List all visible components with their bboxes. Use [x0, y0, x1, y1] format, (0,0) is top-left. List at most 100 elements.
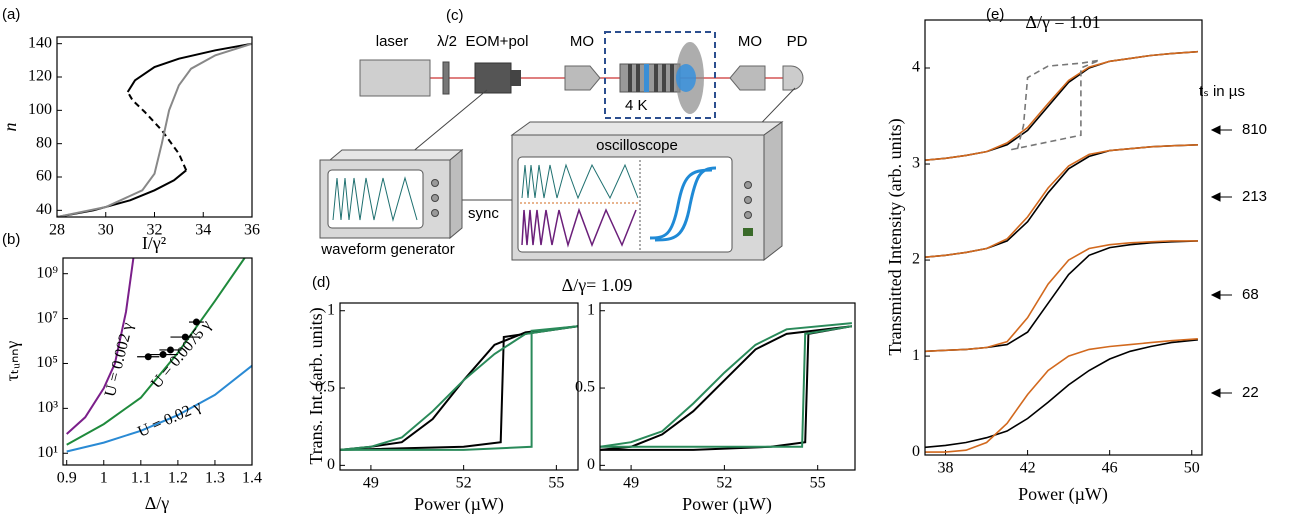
series-line	[925, 144, 1198, 258]
setup-diagram: (c) laser λ/2 EOM+pol MO 4 K MO PD wavef…	[319, 7, 808, 262]
data-point	[181, 333, 189, 341]
y-tick-label: 1	[587, 301, 595, 318]
arrow-label: 213	[1242, 188, 1267, 205]
micropillar	[619, 42, 704, 114]
objective	[729, 65, 766, 91]
y-tick-label: 1	[327, 301, 335, 318]
series-line	[66, 258, 246, 446]
series-line	[925, 338, 1198, 453]
knob	[744, 181, 752, 189]
waveform	[521, 163, 639, 200]
series-line	[925, 50, 1198, 161]
y-axis-label: τₜᵤₙₙγ	[2, 341, 22, 382]
y-tick-label: 40	[36, 201, 52, 218]
scope-side	[763, 121, 783, 262]
y-tick-label: 0	[912, 443, 920, 460]
series-line	[600, 325, 853, 448]
series-line	[66, 258, 135, 435]
x-tick-label: 1.2	[168, 470, 188, 487]
chart: 49 52 55 0 0.5 1 (d) Δ/γ= 1.09 Power (µW) Trans. …	[306, 274, 632, 515]
label: PD	[787, 33, 808, 50]
y-tick-label: 10⁵	[36, 354, 58, 371]
panel-label: (a)	[2, 6, 20, 23]
laser-box	[359, 59, 431, 97]
y-axis-label: Transmitted Intensity (arb. units)	[885, 118, 906, 355]
series-line	[57, 42, 252, 217]
y-tick-label: 10³	[37, 399, 58, 416]
label: oscilloscope	[596, 137, 678, 154]
label: laser	[376, 33, 409, 50]
generator-side	[449, 148, 463, 240]
x-axis-label: Δ/γ	[145, 493, 170, 513]
annotation: U = 0.02 γ	[135, 398, 204, 441]
arrow	[1210, 192, 1232, 202]
series-line	[600, 322, 852, 448]
y-tick-label: 4	[912, 59, 920, 76]
x-tick-label: 30	[98, 222, 114, 239]
eom-lens	[511, 70, 521, 86]
y-tick-label: 60	[36, 168, 52, 185]
objective	[564, 65, 601, 91]
panel-label: (b)	[2, 231, 20, 248]
series-line	[925, 240, 1198, 353]
series-line	[1011, 59, 1100, 151]
eom	[474, 62, 512, 94]
x-tick-label: 34	[195, 222, 211, 239]
knob	[431, 179, 439, 187]
x-tick-label: 32	[147, 222, 163, 239]
x-tick-label: 28	[49, 222, 65, 239]
panel-label: (d)	[312, 274, 330, 291]
y-tick-label: 0	[587, 456, 595, 473]
y-tick-label: 0.5	[575, 379, 595, 396]
label: sync	[468, 205, 499, 222]
knob	[431, 194, 439, 202]
waveform	[332, 176, 418, 222]
cable	[404, 89, 488, 159]
series-line	[600, 325, 853, 451]
arrow-label: 810	[1242, 121, 1267, 138]
y-axis-label: n	[0, 123, 20, 132]
series-line	[925, 50, 1198, 161]
series-line	[340, 325, 578, 451]
series-line	[126, 42, 252, 93]
x-axis-label: I/γ²	[142, 233, 166, 253]
series-line	[925, 240, 1198, 353]
label: EOM+pol	[466, 33, 529, 50]
label: waveform generator	[320, 241, 454, 258]
chart: 49 52 55 0 0.5 1 Power (µW)	[575, 301, 856, 515]
label: MO	[570, 33, 594, 50]
y-tick-label: 10¹	[37, 444, 58, 461]
x-axis-label: Power (µW)	[414, 494, 504, 515]
series-line	[57, 169, 187, 217]
x-tick-label: 0.9	[57, 470, 77, 487]
panel-label: (c)	[446, 7, 464, 24]
waveplate	[442, 61, 450, 95]
arrow	[1210, 290, 1232, 300]
button	[743, 228, 753, 236]
photodiode	[782, 65, 804, 91]
x-axis-label: Power (µW)	[1018, 484, 1108, 505]
chart-title: Δ/γ= 1.09	[562, 275, 633, 295]
y-axis-label: Trans. Int. (arb. units)	[306, 307, 327, 464]
x-tick-label: 46	[1102, 460, 1118, 477]
series-line	[126, 91, 188, 171]
chart: 0.9 1 1.1 1.2 1.3 1.4 10¹ 10³ 10⁵ 10⁷ 10⁹ (b) Δ/γ τₜᵤ…	[2, 231, 262, 513]
series-line	[340, 325, 578, 451]
x-tick-label: 1.3	[205, 470, 225, 487]
plot-frame	[62, 257, 253, 466]
x-tick-label: 52	[456, 475, 472, 492]
y-tick-label: 10⁷	[36, 309, 58, 326]
x-tick-label: 55	[548, 475, 564, 492]
data-point	[166, 346, 174, 354]
x-tick-label: 42	[1020, 460, 1036, 477]
x-tick-label: 49	[363, 475, 379, 492]
arrow-label: 22	[1242, 384, 1259, 401]
y-tick-label: 1	[912, 347, 920, 364]
chart: 28 30 32 34 36 40 60 80 100 120 140 (a) I/γ² n	[0, 6, 260, 253]
panel-label: (e)	[986, 6, 1004, 23]
annotation: U = 0.002 γ	[102, 321, 137, 399]
y-tick-label: 100	[28, 101, 52, 118]
chart-title: Δ/γ = 1.01	[1025, 12, 1100, 32]
y-tick-label: 140	[28, 34, 52, 51]
